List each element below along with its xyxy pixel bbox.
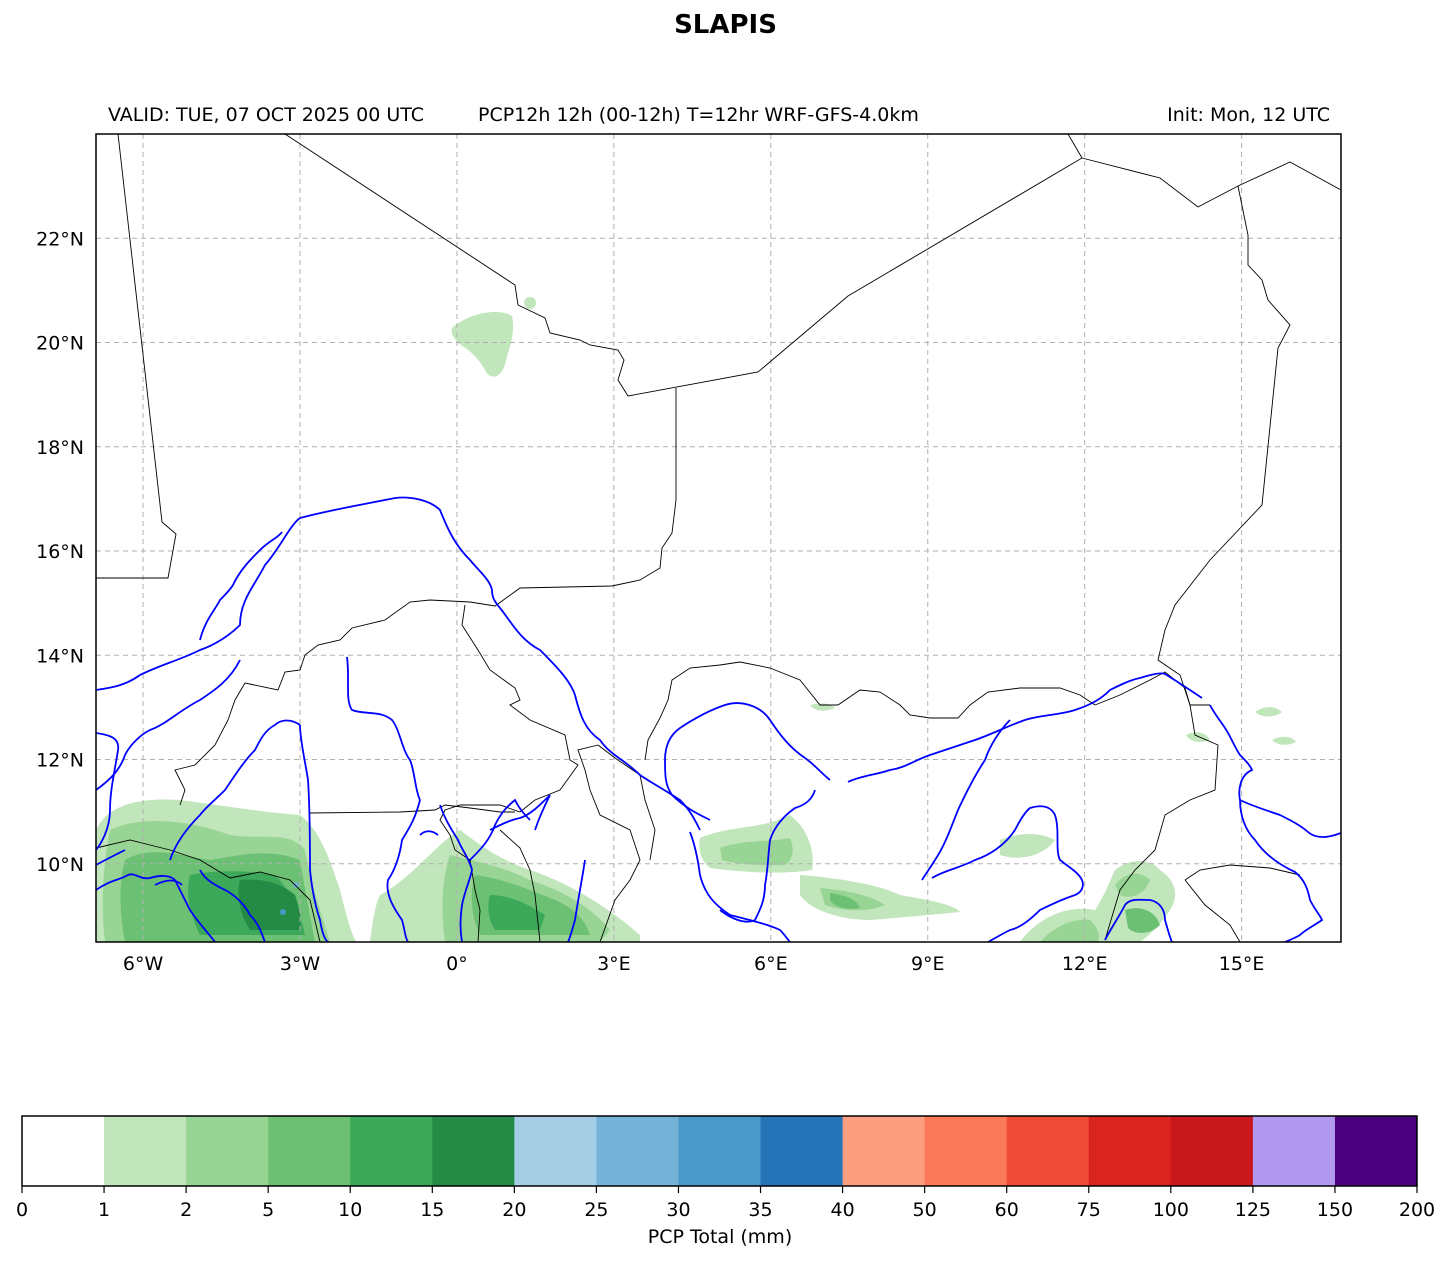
- colorbar-tick-label: 25: [584, 1199, 608, 1221]
- colorbar-tick-label: 60: [995, 1199, 1019, 1221]
- colorbar-tick-label: 200: [1399, 1199, 1435, 1221]
- colorbar-tick-label: 15: [420, 1199, 444, 1221]
- colorbar-bin: [678, 1116, 762, 1186]
- colorbar-bin: [1252, 1116, 1336, 1186]
- colorbar-tick-label: 10: [338, 1199, 362, 1221]
- precipitation-layer: [96, 297, 1296, 942]
- chart-title: SLAPIS: [674, 10, 777, 40]
- colorbar-bin: [1006, 1116, 1090, 1186]
- map-gridlines: [96, 134, 1341, 942]
- colorbar: 0 1 2 5 10 15 20 25 30 35 40 50 60 75 100 125 150 200: [16, 1115, 1435, 1221]
- colorbar-tick-label: 35: [748, 1199, 772, 1221]
- rivers: [96, 496, 1341, 942]
- colorbar-tick-label: 75: [1077, 1199, 1101, 1221]
- lat-tick-label: 20°N: [36, 333, 84, 355]
- colorbar-tick-label: 0: [16, 1199, 28, 1221]
- colorbar-bin: [596, 1116, 679, 1186]
- lon-tick-label: 6°W: [123, 953, 164, 975]
- colorbar-bin: [268, 1116, 351, 1186]
- colorbar-bin: [432, 1116, 515, 1186]
- lon-tick-label: 12°E: [1062, 953, 1108, 975]
- lat-tick-label: 18°N: [36, 437, 84, 459]
- colorbar-tick-label: 5: [262, 1199, 274, 1221]
- colorbar-bin: [104, 1116, 187, 1186]
- product-label: PCP12h 12h (00-12h) T=12hr WRF-GFS-4.0km: [478, 104, 919, 126]
- colorbar-tick-label: 2: [180, 1199, 192, 1221]
- country-borders: [96, 134, 1341, 942]
- colorbar-bin: [924, 1116, 1008, 1186]
- lon-tick-label: 9°E: [911, 953, 945, 975]
- colorbar-tick-label: 150: [1317, 1199, 1353, 1221]
- colorbar-tick-label: 40: [830, 1199, 854, 1221]
- colorbar-frame: [21, 1115, 1418, 1187]
- init-time-label: Init: Mon, 12 UTC: [1167, 104, 1330, 126]
- lat-tick-label: 14°N: [36, 645, 84, 667]
- colorbar-bin: [350, 1116, 433, 1186]
- axis-labels: 6°W 3°W 0° 3°E 6°E 9°E 12°E 15°E 10°N 12°N 14°N 16°…: [36, 228, 1264, 975]
- colorbar-tick-label: 50: [913, 1199, 937, 1221]
- colorbar-bin: [760, 1116, 844, 1186]
- lat-tick-label: 10°N: [36, 854, 84, 876]
- colorbar-tick-label: 20: [502, 1199, 526, 1221]
- colorbar-tick-label: 100: [1153, 1199, 1189, 1221]
- lat-tick-label: 16°N: [36, 541, 84, 563]
- valid-time-label: VALID: TUE, 07 OCT 2025 00 UTC: [108, 104, 424, 126]
- colorbar-bin: [514, 1116, 597, 1186]
- colorbar-bin: [1170, 1116, 1254, 1186]
- colorbar-tick-label: 125: [1235, 1199, 1271, 1221]
- map-frame: [95, 133, 1342, 943]
- colorbar-tick-label: 1: [98, 1199, 110, 1221]
- lon-tick-label: 3°E: [597, 953, 631, 975]
- colorbar-bin: [842, 1116, 926, 1186]
- colorbar-bin: [186, 1116, 269, 1186]
- colorbar-label: PCP Total (mm): [647, 1226, 793, 1248]
- lon-tick-label: 6°E: [754, 953, 788, 975]
- lon-tick-label: 15°E: [1219, 953, 1265, 975]
- colorbar-bin: [22, 1116, 105, 1186]
- lat-tick-label: 22°N: [36, 228, 84, 250]
- colorbar-tick-label: 30: [666, 1199, 690, 1221]
- lon-tick-label: 0°: [446, 953, 468, 975]
- colorbar-bin: [1088, 1116, 1172, 1186]
- colorbar-bin: [1334, 1116, 1418, 1186]
- lat-tick-label: 12°N: [36, 750, 84, 772]
- lon-tick-label: 3°W: [280, 953, 321, 975]
